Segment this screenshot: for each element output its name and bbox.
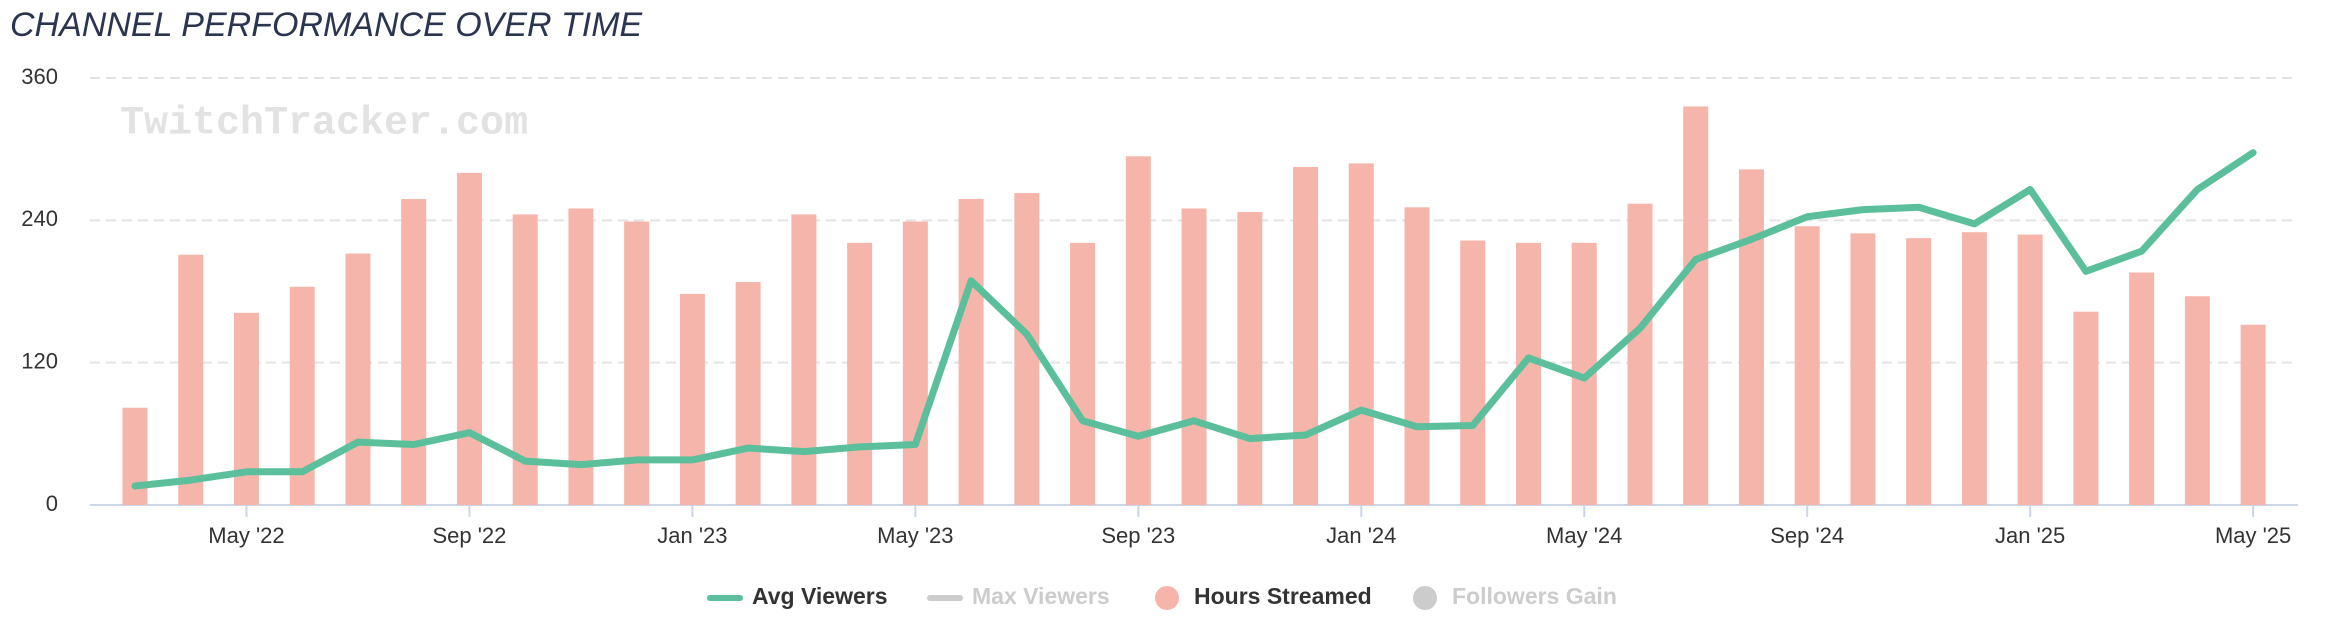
bar: [568, 208, 594, 505]
legend-marker: [1413, 586, 1437, 610]
bar: [1906, 238, 1932, 505]
bar: [1627, 203, 1653, 505]
bar: [456, 172, 482, 505]
legend-label[interactable]: Followers Gain: [1452, 583, 1617, 609]
bar: [178, 254, 204, 505]
x-tick-label: Jan '23: [657, 523, 727, 548]
x-tick-label: Sep '23: [1101, 523, 1175, 548]
bar: [2017, 234, 2043, 506]
x-tick-label: Jan '24: [1326, 523, 1396, 548]
x-tick-label: Jan '25: [1995, 523, 2065, 548]
legend-label[interactable]: Hours Streamed: [1194, 583, 1372, 609]
bar: [401, 198, 427, 505]
watermark: TwitchTracker.com: [120, 102, 528, 147]
legend-label[interactable]: Max Viewers: [972, 583, 1110, 609]
chart-title: CHANNEL PERFORMANCE OVER TIME: [10, 6, 643, 44]
bar: [1794, 226, 1820, 505]
bar: [1070, 242, 1096, 505]
x-tick-label: Sep '24: [1770, 523, 1844, 548]
bar: [1516, 242, 1541, 505]
bar: [1293, 166, 1319, 506]
bar: [958, 198, 984, 505]
bar: [345, 253, 371, 505]
bar: [1181, 208, 1207, 505]
bar: [847, 242, 873, 505]
bar: [791, 214, 817, 505]
x-tick-label: May '23: [877, 523, 953, 548]
bar: [1738, 169, 1764, 505]
y-tick-label: 120: [21, 348, 58, 373]
legend-marker: [1155, 586, 1179, 610]
bar: [2073, 311, 2099, 505]
line: [131, 149, 2257, 490]
bar: [1850, 233, 1876, 505]
bar: [1237, 212, 1263, 505]
bar: [2240, 324, 2266, 505]
bar: [122, 407, 148, 505]
bar: [2184, 296, 2210, 505]
x-tick-label: May '25: [2215, 523, 2291, 548]
bar: [1961, 232, 1987, 505]
bar: [1404, 207, 1430, 505]
bar: [1348, 163, 1374, 505]
bar: [679, 293, 705, 505]
bar: [735, 282, 761, 505]
x-tick-label: May '22: [208, 523, 284, 548]
bar: [2129, 272, 2155, 505]
bar: [902, 221, 928, 505]
x-tick-label: Sep '22: [432, 523, 506, 548]
legend-label[interactable]: Avg Viewers: [752, 583, 888, 609]
bar: [1683, 106, 1709, 505]
y-tick-label: 360: [21, 64, 58, 89]
y-tick-label: 0: [46, 491, 58, 516]
y-tick-label: 240: [21, 206, 58, 231]
bar: [1460, 240, 1486, 505]
x-tick-label: May '24: [1546, 523, 1622, 548]
bar: [1125, 156, 1151, 506]
